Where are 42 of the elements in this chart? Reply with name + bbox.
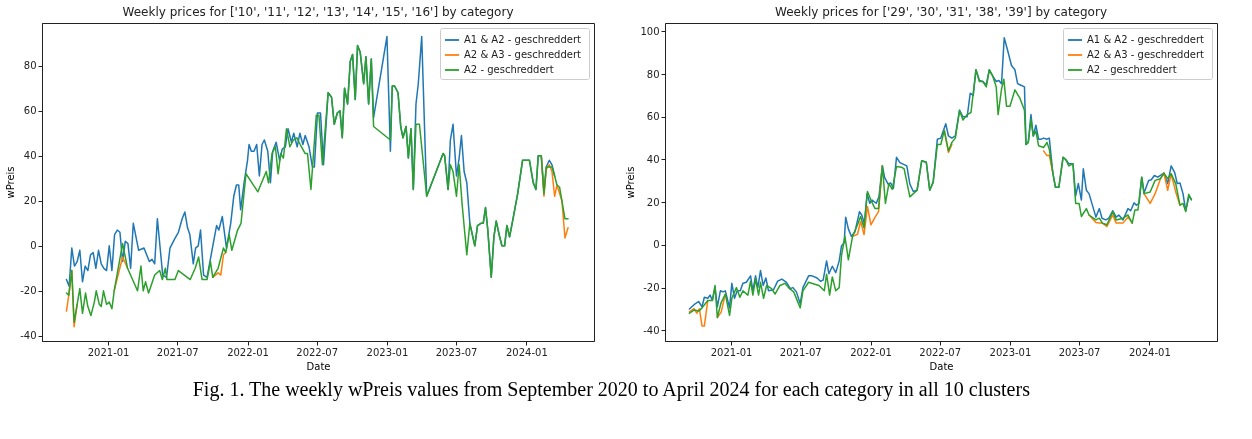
legend-label: A2 - geschreddert [1087, 64, 1177, 75]
y-axis-title: wPreis [5, 166, 17, 199]
x-axis-title: Date [306, 360, 331, 372]
y-tick-label: 80 [646, 68, 660, 80]
y-tick-label: 40 [646, 153, 660, 165]
x-tick-label: 2021-01 [710, 346, 753, 358]
y-axis-title: wPreis [625, 166, 637, 199]
x-tick-label: 2021-01 [87, 346, 130, 358]
legend-label: A2 & A3 - geschreddert [1087, 49, 1205, 60]
x-tick-label: 2023-01 [989, 346, 1032, 358]
x-tick-label: 2022-07 [296, 346, 339, 358]
y-tick-label: 60 [23, 105, 37, 117]
y-tick-label: -40 [643, 324, 660, 336]
legend-label: A1 & A2 - geschreddert [1087, 34, 1205, 45]
legend-label: A2 - geschreddert [464, 64, 554, 75]
y-tick-label: -40 [20, 330, 37, 342]
x-tick-label: 2022-07 [919, 346, 962, 358]
y-tick-label: 0 [653, 239, 660, 251]
y-tick-label: 40 [23, 150, 37, 162]
y-tick-label: -20 [20, 285, 37, 297]
x-tick-label: 2023-07 [435, 346, 478, 358]
x-tick-label: 2022-01 [850, 346, 892, 358]
x-tick-label: 2021-07 [156, 346, 199, 358]
x-axis-title: Date [929, 360, 954, 372]
y-tick-label: -20 [643, 282, 660, 294]
x-tick-label: 2023-01 [366, 346, 409, 358]
y-tick-label: 20 [23, 195, 37, 207]
caption: Fig. 1. The weekly wPreis values from September 2020 to April 2024 for each category in all 10 clusters [192, 377, 1031, 401]
y-tick-label: 80 [23, 60, 37, 72]
chart-title: Weekly prices for ['10', '11', '12', '13', '14', '15', '16'] by category [122, 5, 514, 19]
legend-label: A2 & A3 - geschreddert [464, 49, 582, 60]
x-tick-label: 2022-01 [227, 346, 269, 358]
x-tick-label: 2021-07 [779, 346, 822, 358]
x-tick-label: 2024-01 [1128, 346, 1171, 358]
x-tick-label: 2024-01 [505, 346, 548, 358]
chart-title: Weekly prices for ['29', '30', '31', '38', '39'] by category [775, 5, 1107, 19]
y-tick-label: 60 [646, 111, 660, 123]
x-tick-label: 2023-07 [1058, 346, 1101, 358]
y-tick-label: 100 [640, 25, 660, 37]
y-tick-label: 20 [646, 196, 660, 208]
y-tick-label: 0 [30, 240, 37, 252]
legend-label: A1 & A2 - geschreddert [464, 34, 582, 45]
